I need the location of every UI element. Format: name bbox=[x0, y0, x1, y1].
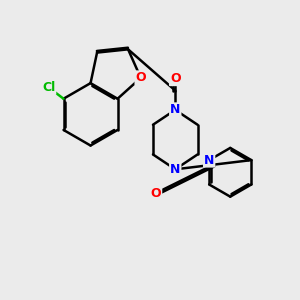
Text: O: O bbox=[136, 71, 146, 84]
Text: Cl: Cl bbox=[42, 81, 55, 94]
Text: N: N bbox=[170, 103, 181, 116]
Text: N: N bbox=[170, 163, 181, 176]
Text: N: N bbox=[204, 154, 214, 166]
Text: O: O bbox=[170, 72, 181, 85]
Text: O: O bbox=[151, 187, 161, 200]
